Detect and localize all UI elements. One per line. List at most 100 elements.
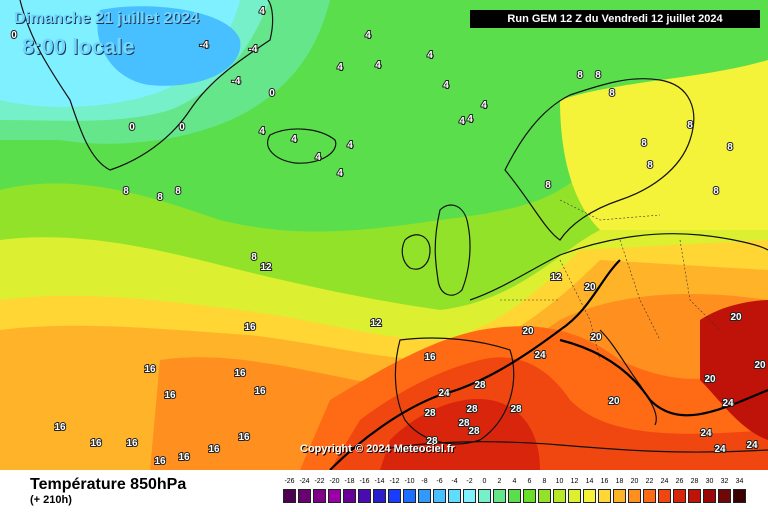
isotherm-value-label: 8 [647,160,653,171]
coastlines [19,0,768,453]
forecast-time: 8:00 locale [22,34,135,59]
isotherm-value-label: 20 [730,312,742,323]
scale-tick-label: -14 [374,478,385,485]
scale-swatch [673,489,686,503]
isotherm-value-label: 8 [727,142,733,153]
isotherm-value-label: 16 [54,422,66,433]
isotherm-value-label: 12 [260,262,272,273]
scale-tick-label: 8 [542,478,547,485]
legend-subtitle: (+ 210h) [30,494,72,506]
isotherm-value-label: 16 [244,322,256,333]
greenland-outline [19,0,274,171]
britain-outline [434,204,471,296]
scale-tick-label: 22 [645,478,654,485]
isotherm-value-label: -4 [232,76,241,87]
scale-tick-label: 2 [497,478,502,485]
isotherm-value-label: 24 [746,440,758,451]
isotherm-value-label: 0 [269,88,275,99]
scale-tick-label: 0 [482,478,487,485]
isotherm-value-label: 8 [157,192,163,203]
scale-tick-label: 28 [690,478,699,485]
isotherm-value-label: 4 [481,100,487,111]
isotherm-value-label: 4 [375,60,381,71]
isotherm-value-label: 4 [337,62,343,73]
color-scale: -26 -24 -22 -20 -18 -16 -14 -12 -10 -8 -6 -4 -2 0 2 4 6 8… [283,478,753,506]
isotherms [329,259,768,470]
legend-title: Température 850hPa [30,476,187,493]
isotherm-value-label: 8 [713,186,719,197]
isotherm-value-label: 20 [704,374,716,385]
isotherm-value-label: 20 [754,360,766,371]
zone-hot [380,399,540,470]
europe-outline [469,233,768,301]
isotherm-value-label: 24 [534,350,546,361]
scale-swatch [388,489,401,503]
iceland-outline [267,128,337,164]
scale-tick-label: 30 [705,478,714,485]
isotherm-value-label: 8 [577,70,583,81]
scale-swatch [463,489,476,503]
isotherm-value-label: 28 [510,404,522,415]
zone-ne-yellow [560,60,768,230]
scale-swatch [448,489,461,503]
scale-tick-label: -20 [329,478,340,485]
scale-swatch [343,489,356,503]
scale-tick-label: -16 [359,478,370,485]
isotherm-value-label: 28 [458,418,470,429]
scale-tick-label: 20 [630,478,639,485]
isotherm-value-label: 16 [234,368,246,379]
isotherm-value-label: 8 [545,180,551,191]
isotherm-value-label: 4 [347,140,353,151]
scale-tick-label: -24 [299,478,310,485]
isotherm-value-label: 20 [522,326,534,337]
scale-tick-label: 32 [720,478,729,485]
isotherm-value-label: 4 [315,152,321,163]
isotherm-value-label: 28 [474,380,486,391]
africa-outline [379,441,768,453]
isotherm-value-label: 16 [208,444,220,455]
isotherm-value-label: 16 [178,452,190,463]
scale-swatch [703,489,716,503]
isotherm-value-label: 16 [154,456,166,467]
scale-tick-label: -26 [284,478,295,485]
scale-swatch [418,489,431,503]
scale-swatch [298,489,311,503]
isotherm-value-label: 4 [467,114,473,125]
copyright-notice: Copyright © 2024 Meteociel.fr [300,443,455,455]
isotherm-value-label: 24 [700,428,712,439]
isotherm-value-label: 16 [424,352,436,363]
scandinavia-outline [504,78,695,241]
isotherm-value-label: 4 [443,80,449,91]
isotherm-value-label: 8 [687,120,693,131]
isotherm-value-label: 4 [427,50,433,61]
scale-tick-label: -8 [421,478,428,485]
scale-tick-label: 14 [585,478,594,485]
zone-ice [97,6,241,86]
isotherm-value-label: 16 [254,386,266,397]
isotherm-value-label: 8 [251,252,257,263]
isotherm-value-label: 20 [608,396,620,407]
isotherm-value-label: 24 [714,444,726,455]
isotherm-value-label: 4 [337,168,343,179]
scale-swatch [688,489,701,503]
isotherm-value-label: 0 [179,122,185,133]
isotherm-value-label: 0 [129,122,135,133]
scale-tick-label: 34 [735,478,744,485]
isotherm-value-label: 4 [365,30,371,41]
ireland-outline [401,234,431,270]
isotherm-value-label: 28 [466,404,478,415]
scale-swatch [328,489,341,503]
scale-tick-label: 12 [570,478,579,485]
scale-swatch [628,489,641,503]
scale-tick-label: 6 [527,478,532,485]
scale-tick-label: 18 [615,478,624,485]
isotherm-value-label: 8 [609,88,615,99]
isotherm-value-label: -4 [249,44,258,55]
isotherm-value-label: 28 [468,426,480,437]
scale-swatch [358,489,371,503]
scale-swatch [583,489,596,503]
scale-swatch [613,489,626,503]
scale-tick-label: 26 [675,478,684,485]
isotherm-value-label: 12 [370,318,382,329]
